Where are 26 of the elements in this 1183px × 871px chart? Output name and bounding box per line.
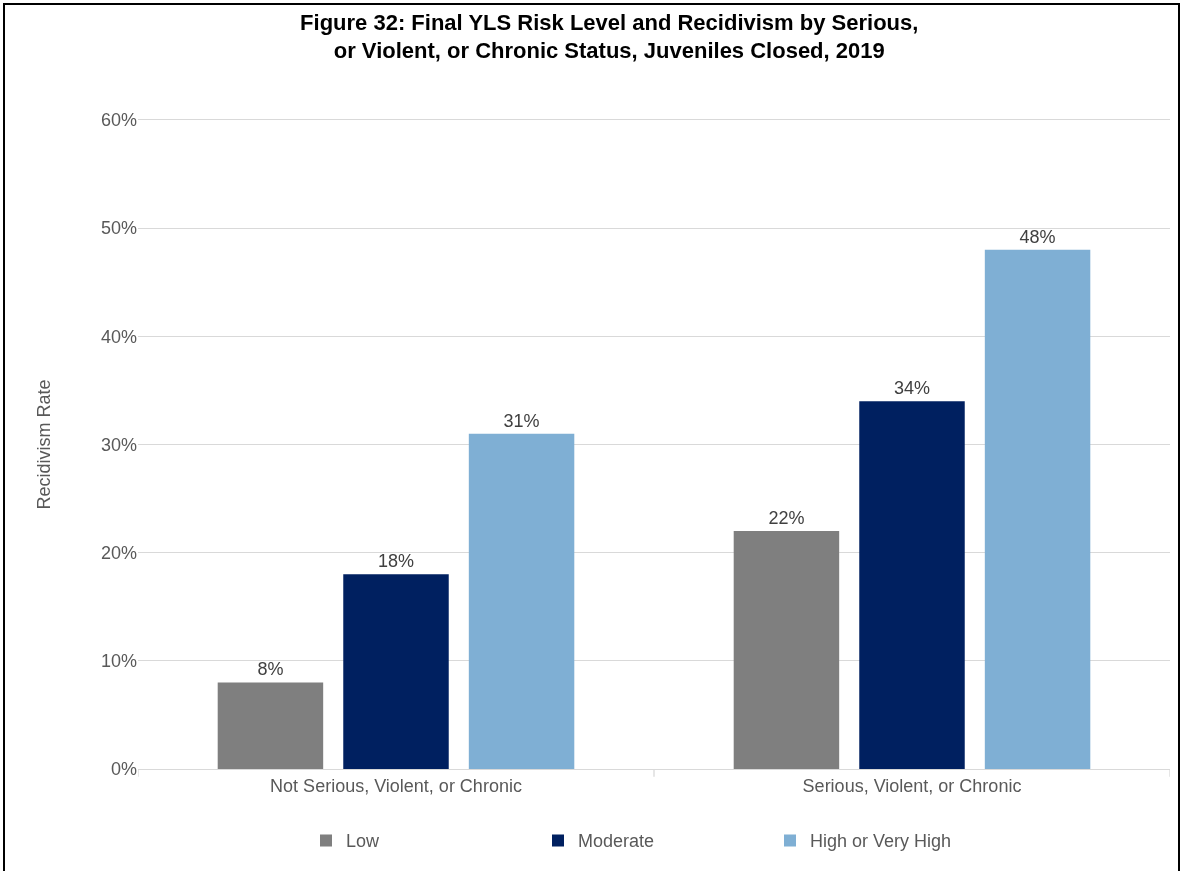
data-label: 22% <box>768 508 805 529</box>
y-tick-label: 40% <box>100 326 137 347</box>
data-label: 18% <box>377 551 415 572</box>
bar <box>984 249 1091 769</box>
y-tick-label: 30% <box>100 434 137 455</box>
legend-label: Moderate <box>578 831 655 852</box>
data-label: 31% <box>503 410 540 431</box>
x-tick-label: Serious, Violent, or Chronic <box>802 775 1022 796</box>
y-tick-label: 60% <box>100 110 137 131</box>
data-label: 34% <box>893 378 931 399</box>
y-tick-label: 10% <box>100 651 137 672</box>
legend-label: Low <box>346 831 381 852</box>
y-axis-title: Recidivism Rate <box>34 379 55 510</box>
legend-label: High or Very High <box>810 831 952 852</box>
bar <box>343 574 449 769</box>
y-tick-label: 50% <box>100 218 137 239</box>
x-tick-label: Not Serious, Violent, or Chronic <box>270 775 522 796</box>
y-tick-label: 20% <box>100 542 137 563</box>
data-label: 8% <box>257 659 284 680</box>
bar <box>859 401 965 769</box>
y-tick-label: 0% <box>110 759 137 780</box>
bar <box>217 682 324 769</box>
bar <box>733 531 840 769</box>
data-label: 48% <box>1019 226 1056 247</box>
chart-title: Figure 32: Final YLS Risk Level and Recidivism by Serious, or Violent, or Chronic Status, Juveniles Closed, 2019 <box>300 9 919 64</box>
bar <box>468 433 575 769</box>
